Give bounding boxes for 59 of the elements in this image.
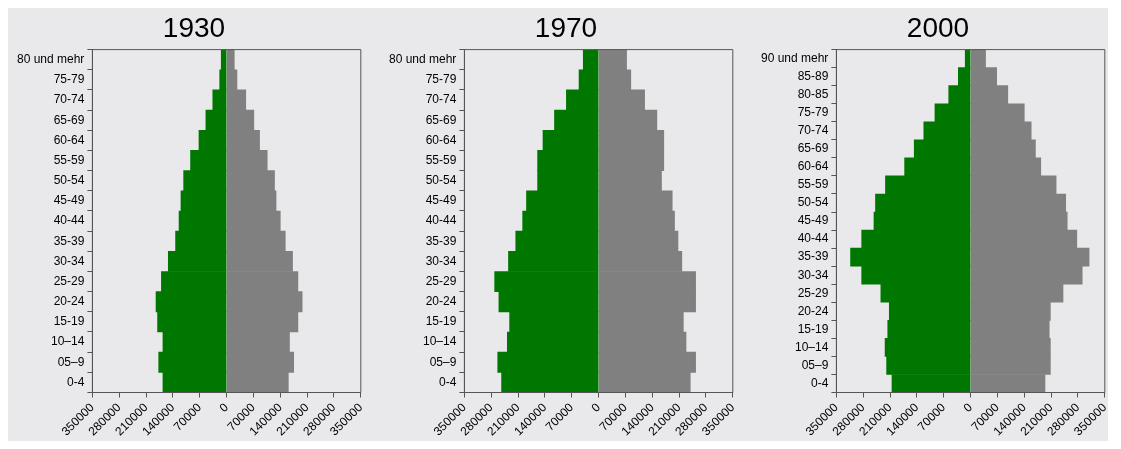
y-tick-label: 55-59	[425, 152, 457, 167]
y-tick-label: 40-44	[53, 213, 85, 228]
y-tick-label: 70-74	[425, 92, 457, 107]
y-tick-label: 85-89	[797, 68, 829, 83]
y-tick-label: 90 und mehr	[760, 50, 829, 65]
y-tick-label: 05–9	[801, 357, 829, 372]
y-tick-label: 30-34	[425, 253, 457, 268]
y-tick-label: 35-39	[53, 233, 85, 248]
y-tick-label: 35-39	[797, 249, 829, 264]
y-tick-label: 70-74	[53, 92, 85, 107]
y-tick-label: 10–14	[423, 334, 457, 349]
y-tick-label: 15-19	[53, 314, 85, 329]
chart-title: 1970	[534, 11, 598, 43]
x-tick-label: 0	[960, 399, 976, 415]
y-tick-label: 15-19	[425, 314, 457, 329]
y-tick-label: 45-49	[53, 193, 85, 208]
chart-title: 2000	[906, 11, 970, 43]
y-tick-label: 55-59	[797, 177, 829, 192]
y-tick-label: 0-4	[811, 375, 829, 390]
y-tick-label: 75-79	[53, 72, 85, 87]
chart-title: 1930	[162, 11, 226, 43]
y-tick-label: 25-29	[425, 273, 457, 288]
y-tick-label: 55-59	[53, 152, 85, 167]
y-tick-label: 15-19	[797, 321, 829, 336]
y-tick-label: 50-54	[53, 173, 85, 188]
x-tick-label: 0	[216, 399, 232, 415]
y-tick-label: 50-54	[797, 195, 829, 210]
y-tick-label: 05–9	[57, 354, 85, 369]
y-tick-label: 20-24	[425, 294, 457, 309]
y-tick-label: 60-64	[425, 132, 457, 147]
y-tick-label: 80 und mehr	[16, 52, 85, 66]
y-tick-label: 35-39	[425, 233, 457, 248]
y-tick-label: 20-24	[797, 303, 829, 318]
y-tick-label: 10–14	[51, 334, 85, 349]
y-tick-label: 65-69	[797, 141, 829, 156]
y-tick-label: 60-64	[53, 132, 85, 147]
y-tick-label: 10–14	[795, 339, 829, 354]
y-tick-label: 75-79	[425, 72, 457, 87]
y-tick-label: 65-69	[425, 112, 457, 127]
y-tick-label: 75-79	[797, 105, 829, 120]
y-tick-label: 50-54	[425, 173, 457, 188]
y-tick-label: 40-44	[425, 213, 457, 228]
y-tick-label: 80-85	[797, 87, 829, 102]
y-tick-label: 45-49	[425, 193, 457, 208]
y-tick-label: 60-64	[797, 159, 829, 174]
y-tick-label: 05–9	[429, 354, 457, 369]
y-tick-label: 65-69	[53, 112, 85, 127]
y-tick-label: 25-29	[53, 273, 85, 288]
y-tick-label: 45-49	[797, 213, 829, 228]
y-tick-label: 30-34	[797, 267, 829, 282]
y-tick-label: 0-4	[439, 374, 457, 389]
x-tick-label: 0	[588, 399, 604, 415]
y-tick-label: 0-4	[67, 374, 85, 389]
y-tick-label: 20-24	[53, 294, 85, 309]
y-tick-label: 40-44	[797, 231, 829, 246]
y-tick-label: 80 und mehr	[388, 52, 457, 66]
y-tick-label: 25-29	[797, 285, 829, 300]
y-tick-label: 70-74	[797, 123, 829, 138]
y-tick-label: 30-34	[53, 253, 85, 268]
